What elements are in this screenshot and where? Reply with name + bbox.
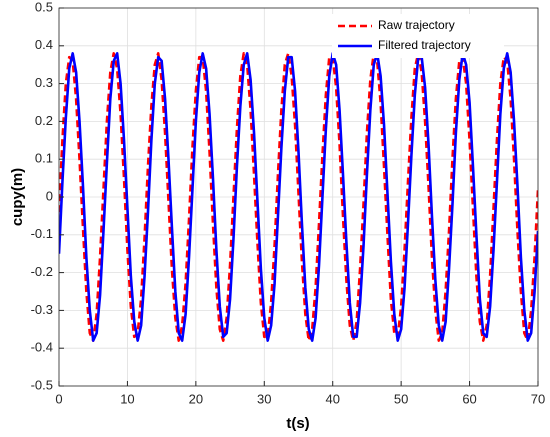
y-tick-label: 0.1 — [35, 151, 53, 166]
x-tick-label: 50 — [394, 391, 408, 406]
x-tick-label: 70 — [531, 391, 545, 406]
legend-label: Filtered trajectory — [378, 38, 471, 52]
y-tick-label: 0.2 — [35, 113, 53, 128]
x-tick-label: 20 — [189, 391, 203, 406]
x-tick-label: 40 — [325, 391, 339, 406]
y-tick-label: -0.3 — [31, 302, 53, 317]
series-line — [59, 52, 538, 342]
y-tick-label: 0.3 — [35, 75, 53, 90]
legend-box — [332, 14, 504, 58]
x-tick-label: 10 — [120, 391, 134, 406]
series-line — [59, 52, 538, 342]
ticks: -0.5 -0.4 -0.3 -0.2 -0.1 0 0.1 0.2 0.3 0.4 0.5 0 10 2… — [31, 0, 546, 406]
x-tick-label: 30 — [257, 391, 271, 406]
y-tick-label: -0.1 — [31, 226, 53, 241]
y-tick-label: -0.4 — [31, 340, 53, 355]
x-axis-label: t(s) — [286, 415, 309, 432]
y-tick-label: 0.5 — [35, 0, 53, 14]
x-tick-label: 60 — [462, 391, 476, 406]
legend: Raw trajectory Filtered trajectory — [332, 14, 504, 58]
y-tick-label: -0.5 — [31, 377, 53, 392]
y-tick-label: 0.4 — [35, 37, 53, 52]
y-axis-label: cupy(m) — [9, 168, 26, 226]
x-tick-label: 0 — [55, 391, 62, 406]
lines — [59, 52, 538, 342]
legend-label: Raw trajectory — [378, 18, 455, 32]
y-tick-label: -0.2 — [31, 264, 53, 279]
y-tick-label: 0 — [46, 188, 53, 203]
